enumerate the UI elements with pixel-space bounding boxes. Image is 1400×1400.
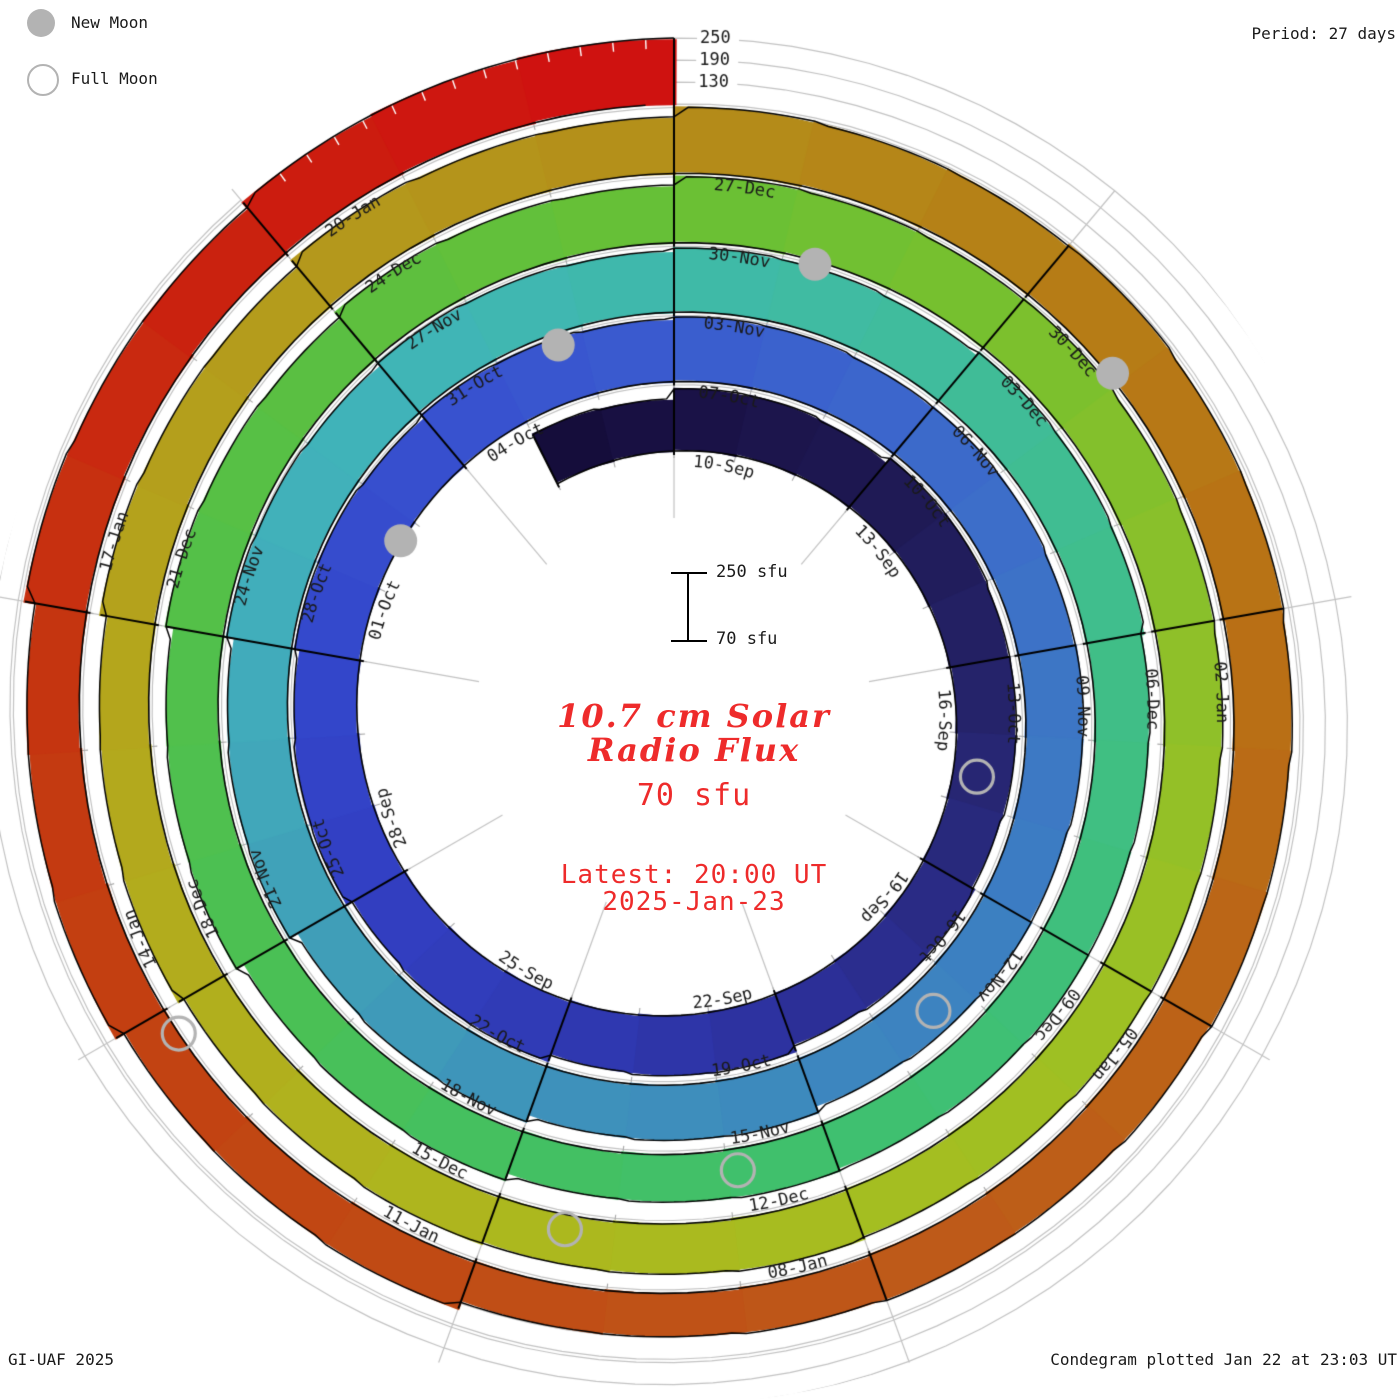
scale-bar-max-label: 250 sfu xyxy=(716,562,788,582)
credit-label: GI-UAF 2025 xyxy=(8,1350,114,1369)
scale-bar xyxy=(687,573,689,641)
current-flux-value: 70 sfu xyxy=(636,778,752,813)
new-moon-icon xyxy=(27,9,55,37)
scale-bar-top-cap xyxy=(671,572,707,574)
full-moon-label: Full Moon xyxy=(71,69,158,88)
full-moon-icon xyxy=(27,64,59,96)
period-label: Period: 27 days xyxy=(1251,24,1397,43)
chart-title-line1: 10.7 cm Solar xyxy=(557,697,831,735)
latest-time-label: Latest: 20:00 UT xyxy=(560,860,828,890)
scale-bar-bottom-cap xyxy=(671,640,707,642)
plotted-timestamp: Condegram plotted Jan 22 at 23:03 UT xyxy=(1050,1350,1397,1369)
scale-bar-min-label: 70 sfu xyxy=(716,629,778,649)
chart-title-line2: Radio Flux xyxy=(587,731,801,769)
new-moon-label: New Moon xyxy=(71,13,149,32)
latest-date-label: 2025-Jan-23 xyxy=(602,887,786,917)
